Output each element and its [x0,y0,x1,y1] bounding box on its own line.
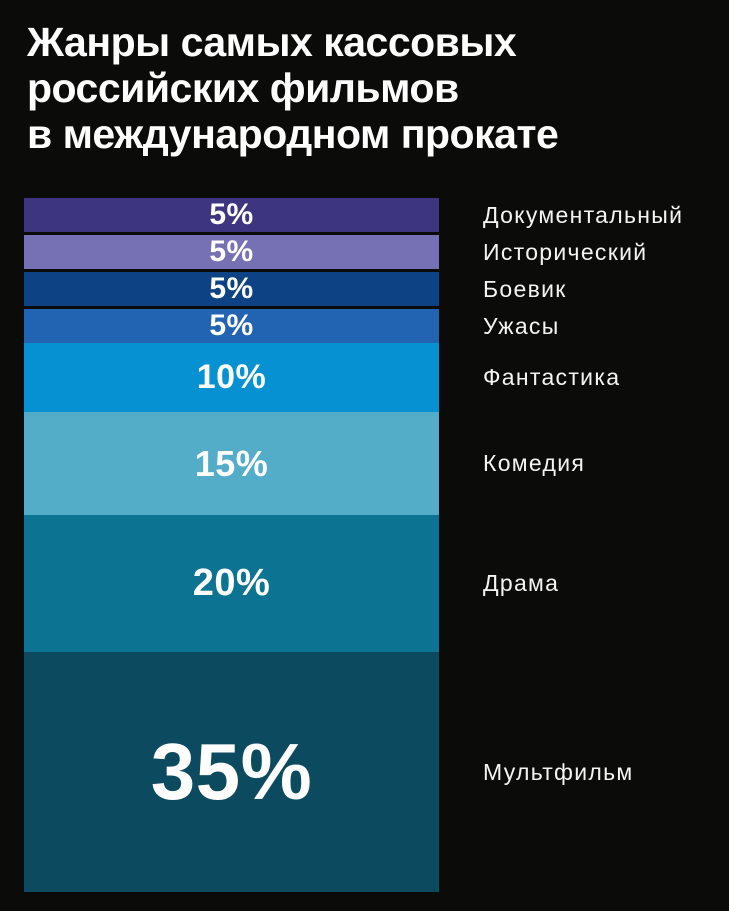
chart-row: 5% Исторический [24,235,729,269]
segment-label: Комедия [483,450,586,476]
stacked-bar-chart: 5% Документальный 5% Исторический 5% Бое… [24,198,729,892]
chart-row: 35% Мультфильм [24,652,729,892]
bar-segment-historical: 5% [24,235,439,269]
chart-title: Жанры самых кассовых российских фильмов … [27,19,559,158]
segment-label: Драма [483,570,560,596]
chart-row: 20% Драма [24,515,729,652]
segment-value: 35% [150,727,313,816]
segment-value: 5% [209,309,254,342]
chart-row: 5% Боевик [24,272,729,306]
segment-label: Мультфильм [483,758,634,785]
segment-value: 5% [209,235,254,268]
chart-title-line-2: российских фильмов [27,64,459,111]
segment-label: Ужасы [483,312,560,339]
chart-row: 15% Комедия [24,412,729,515]
segment-label: Фантастика [483,364,621,390]
chart-row: 5% Документальный [24,198,729,232]
segment-value: 5% [209,272,254,305]
segment-value: 20% [192,562,271,604]
segment-value: 10% [196,358,267,396]
segment-value: 5% [209,198,254,231]
segment-value: 15% [194,442,269,484]
segment-label: Исторический [483,238,648,265]
segment-label: Документальный [483,201,684,228]
bar-segment-animation: 35% [24,652,439,892]
chart-row: 5% Ужасы [24,309,729,343]
bar-segment-horror: 5% [24,309,439,343]
chart-title-line-3: в международном прокате [27,110,559,157]
chart-title-line-1: Жанры самых кассовых [27,19,517,65]
bar-segment-scifi: 10% [24,343,439,412]
segment-label: Боевик [483,275,567,302]
bar-segment-drama: 20% [24,515,439,652]
bar-segment-action: 5% [24,272,439,306]
bar-segment-comedy: 15% [24,412,439,515]
chart-row: 10% Фантастика [24,343,729,412]
bar-segment-documentary: 5% [24,198,439,232]
